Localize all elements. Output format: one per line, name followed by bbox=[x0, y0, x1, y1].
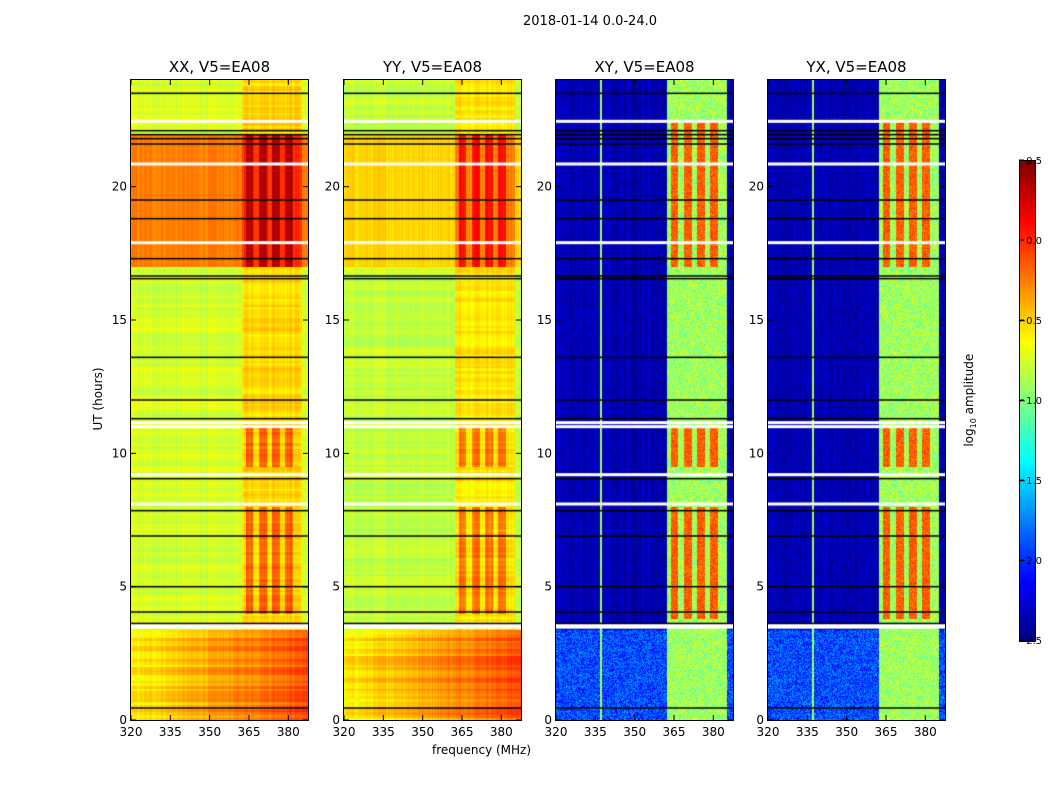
x-tick-label: 335 bbox=[584, 725, 607, 739]
x-tick-label: 365 bbox=[875, 725, 898, 739]
colorbar-tick-label: −1.0 bbox=[1018, 396, 1042, 407]
x-tick-label: 320 bbox=[757, 725, 780, 739]
x-tick-label: 320 bbox=[120, 725, 143, 739]
axes-ticks: 320 335 350 365 380 0 5 10 15 20 bbox=[749, 80, 945, 739]
y-axis-label: UT (hours) bbox=[91, 367, 105, 431]
x-tick-label: 350 bbox=[623, 725, 646, 739]
x-tick-label: 365 bbox=[238, 725, 261, 739]
y-tick-label: 0 bbox=[756, 713, 764, 727]
colorbar-tick-label: −0.5 bbox=[1018, 316, 1042, 327]
y-tick-label: 5 bbox=[332, 580, 340, 594]
axes-ticks: 320 335 350 365 380 0 5 10 15 20 bbox=[112, 80, 308, 739]
colorbar-label: log10 amplitude bbox=[961, 353, 979, 447]
x-tick-label: 350 bbox=[835, 725, 858, 739]
y-tick-label: 5 bbox=[756, 580, 764, 594]
y-tick-label: 15 bbox=[325, 313, 340, 327]
y-tick-label: 20 bbox=[749, 180, 764, 194]
colorbar-tick-label: −1.5 bbox=[1018, 476, 1042, 487]
y-tick-label: 15 bbox=[749, 313, 764, 327]
x-tick-label: 380 bbox=[914, 725, 937, 739]
colorbar-tick-label: −2.5 bbox=[1018, 636, 1042, 647]
panel-title: XX, V5=EA08 bbox=[168, 58, 271, 76]
x-tick-label: 350 bbox=[411, 725, 434, 739]
y-tick-label: 10 bbox=[325, 446, 340, 460]
panel-yy: YY, V5=EA08 320 335 350 365 380 0 5 10 15 20 bbox=[325, 58, 522, 739]
figure-title: 2018-01-14 0.0-24.0 bbox=[523, 14, 657, 29]
y-tick-label: 20 bbox=[112, 180, 127, 194]
heatmap-yx bbox=[768, 80, 945, 720]
y-tick-label: 20 bbox=[325, 180, 340, 194]
y-tick-label: 10 bbox=[112, 446, 127, 460]
colorbar bbox=[1019, 160, 1036, 642]
colorbar-tick-label: −2.0 bbox=[1018, 556, 1042, 567]
y-tick-label: 0 bbox=[332, 713, 340, 727]
y-tick-label: 15 bbox=[112, 313, 127, 327]
axes-ticks: 320 335 350 365 380 0 5 10 15 20 bbox=[325, 80, 521, 739]
y-tick-label: 10 bbox=[537, 446, 552, 460]
axes-frame bbox=[767, 79, 946, 721]
x-tick-label: 380 bbox=[277, 725, 300, 739]
y-tick-label: 5 bbox=[119, 580, 127, 594]
y-tick-label: 5 bbox=[544, 580, 552, 594]
x-axis-label: frequency (MHz) bbox=[432, 743, 532, 757]
y-tick-label: 20 bbox=[537, 180, 552, 194]
colorbar-ticks: 0.5 0.0 −0.5 −1.0 −1.5 −2.0 −2.5 bbox=[1018, 156, 1042, 647]
x-tick-label: 350 bbox=[198, 725, 221, 739]
colorbar-tick-label: 0.0 bbox=[1026, 236, 1042, 247]
x-tick-label: 335 bbox=[372, 725, 395, 739]
heatmap-xx bbox=[131, 80, 308, 720]
y-tick-label: 0 bbox=[119, 713, 127, 727]
panel-xy: XY, V5=EA08 320 335 350 365 380 0 5 10 15 20 bbox=[537, 58, 734, 739]
panel-title: XY, V5=EA08 bbox=[594, 58, 695, 76]
panel-yx: YX, V5=EA08 320 335 350 365 380 0 5 10 15 20 bbox=[749, 58, 946, 739]
x-tick-label: 335 bbox=[159, 725, 182, 739]
x-tick-label: 320 bbox=[545, 725, 568, 739]
heatmap-xy bbox=[556, 80, 733, 720]
axes-frame bbox=[130, 79, 309, 721]
axes-frame bbox=[343, 79, 522, 721]
x-tick-label: 320 bbox=[333, 725, 356, 739]
x-tick-label: 380 bbox=[702, 725, 725, 739]
axes-frame bbox=[555, 79, 734, 721]
x-tick-label: 365 bbox=[451, 725, 474, 739]
colorbar-tick-label: 0.5 bbox=[1026, 156, 1042, 167]
axes-ticks: 320 335 350 365 380 0 5 10 15 20 bbox=[537, 80, 733, 739]
panel-title: YX, V5=EA08 bbox=[806, 58, 907, 76]
x-tick-label: 335 bbox=[796, 725, 819, 739]
y-tick-label: 15 bbox=[537, 313, 552, 327]
y-tick-label: 10 bbox=[749, 446, 764, 460]
panel-title: YY, V5=EA08 bbox=[382, 58, 483, 76]
x-tick-label: 365 bbox=[663, 725, 686, 739]
y-tick-label: 0 bbox=[544, 713, 552, 727]
x-tick-label: 380 bbox=[490, 725, 513, 739]
heatmap-yy bbox=[344, 80, 521, 720]
panel-xx: XX, V5=EA08 320 335 350 365 380 0 5 10 15 20 bbox=[112, 58, 309, 739]
